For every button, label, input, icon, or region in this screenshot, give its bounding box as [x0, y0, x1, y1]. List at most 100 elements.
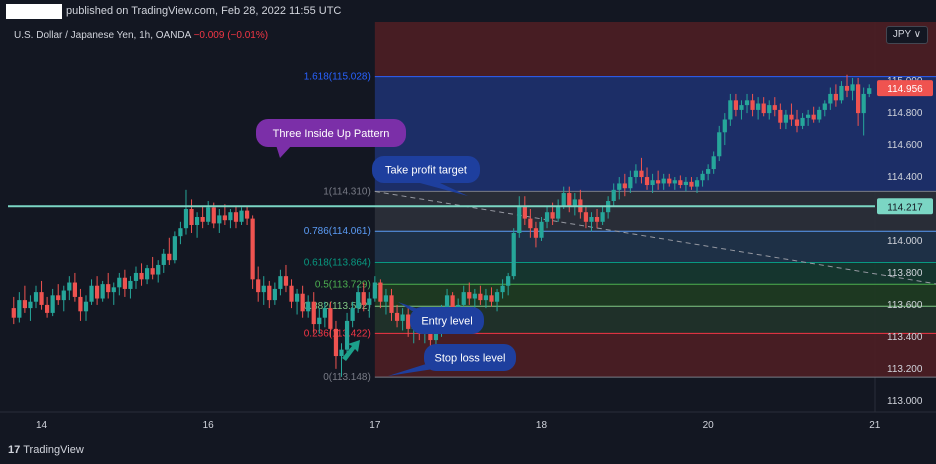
- last-price-label: 114.956: [887, 84, 923, 95]
- candle: [350, 301, 355, 328]
- candle: [811, 106, 816, 123]
- candle: [789, 103, 794, 126]
- candle: [333, 320, 339, 369]
- candle: [861, 87, 866, 136]
- candle: [306, 295, 311, 318]
- candle: [206, 201, 211, 225]
- candle: [372, 276, 377, 302]
- x-tick-label: 18: [536, 420, 548, 431]
- symbol-name: U.S. Dollar / Japanese Yen, 1h, OANDA: [14, 30, 191, 41]
- candle: [739, 100, 744, 120]
- candle: [283, 264, 289, 293]
- candle-body: [361, 292, 366, 305]
- candle: [139, 263, 144, 286]
- candle: [406, 308, 411, 337]
- candle-body: [156, 264, 161, 275]
- candle-body: [233, 212, 239, 222]
- candle: [200, 205, 205, 229]
- pattern-arrow-icon: [342, 340, 360, 361]
- candle: [622, 173, 627, 197]
- candle-body: [433, 333, 439, 341]
- fib-level-label-0.382: 0.382(113.592): [304, 301, 371, 312]
- candle: [628, 170, 633, 194]
- candle-body: [622, 183, 627, 189]
- candle-body: [861, 93, 866, 114]
- candle: [361, 282, 366, 312]
- symbol-legend[interactable]: U.S. Dollar / Japanese Yen, 1h, OANDA −0…: [14, 30, 268, 41]
- candle: [717, 125, 722, 162]
- fib-zone-0.5: [374, 284, 936, 307]
- candle-body: [700, 173, 705, 181]
- candle: [83, 295, 89, 321]
- candle: [517, 196, 522, 238]
- tradingview-logo-icon: 17: [8, 444, 21, 456]
- candle-body: [22, 300, 27, 309]
- fib-level-label-0: 0(113.148): [323, 372, 371, 383]
- candle-body: [644, 177, 650, 186]
- candle-body: [550, 212, 555, 219]
- entry-callout-box: [410, 307, 484, 334]
- stop-loss-callout-pointer: [388, 364, 440, 376]
- fib-level-label-1.618: 1.618(115.028): [304, 72, 371, 83]
- candle-body: [117, 277, 122, 288]
- candle-body: [11, 308, 16, 318]
- candle: [100, 280, 105, 302]
- candle-body: [278, 276, 283, 289]
- candle-body: [311, 301, 316, 325]
- candle-body: [756, 103, 761, 110]
- candle: [611, 183, 616, 206]
- candle: [511, 228, 516, 280]
- candle-body: [306, 301, 311, 312]
- candle-body: [239, 210, 244, 222]
- candle-body: [222, 215, 227, 221]
- candle-body: [839, 85, 844, 101]
- candle: [339, 343, 344, 377]
- candle: [172, 231, 177, 264]
- candle-body: [633, 170, 639, 178]
- candle: [800, 113, 805, 130]
- candle: [133, 266, 139, 289]
- candle: [483, 288, 489, 309]
- candle: [767, 100, 772, 120]
- candle-body: [722, 119, 727, 133]
- candle-body: [539, 221, 544, 238]
- horizontal-line-price-label: 114.217: [887, 202, 923, 213]
- candle-body: [244, 210, 250, 219]
- pattern-callout: Three Inside Up Pattern: [256, 119, 406, 158]
- candle: [506, 272, 511, 296]
- tradingview-logo[interactable]: 17 TradingView: [8, 444, 84, 456]
- candle: [28, 295, 33, 321]
- currency-selector[interactable]: JPY ∨: [886, 26, 928, 44]
- horizontal-line-price-label-bg: [877, 198, 933, 215]
- stop-loss-callout-text: Stop loss level: [435, 353, 506, 365]
- candle-body: [450, 295, 455, 309]
- candle-body: [172, 236, 177, 261]
- candle-body: [744, 100, 750, 106]
- candle-body: [122, 277, 127, 289]
- candle-body: [406, 314, 411, 329]
- candle-body: [850, 84, 855, 91]
- candle-body: [806, 114, 811, 118]
- candle-body: [139, 272, 144, 280]
- candle-body: [567, 193, 572, 206]
- candle: [806, 109, 811, 126]
- candle-body: [261, 285, 266, 293]
- candle-body: [228, 212, 233, 221]
- candle: [494, 288, 500, 312]
- candle: [122, 269, 127, 297]
- candle-body: [317, 317, 322, 325]
- candle-body: [83, 301, 89, 312]
- candle-body: [828, 93, 833, 104]
- candle-body: [556, 205, 561, 219]
- x-tick-label: 17: [369, 420, 381, 431]
- candle-body: [706, 169, 711, 174]
- fib-zone-0.786: [374, 231, 936, 263]
- candle: [656, 170, 661, 190]
- candle: [761, 97, 766, 117]
- candle: [156, 260, 161, 283]
- candle: [467, 282, 472, 305]
- candle-body: [594, 217, 600, 222]
- candle-body: [339, 349, 344, 357]
- pattern-callout-box: [256, 119, 406, 147]
